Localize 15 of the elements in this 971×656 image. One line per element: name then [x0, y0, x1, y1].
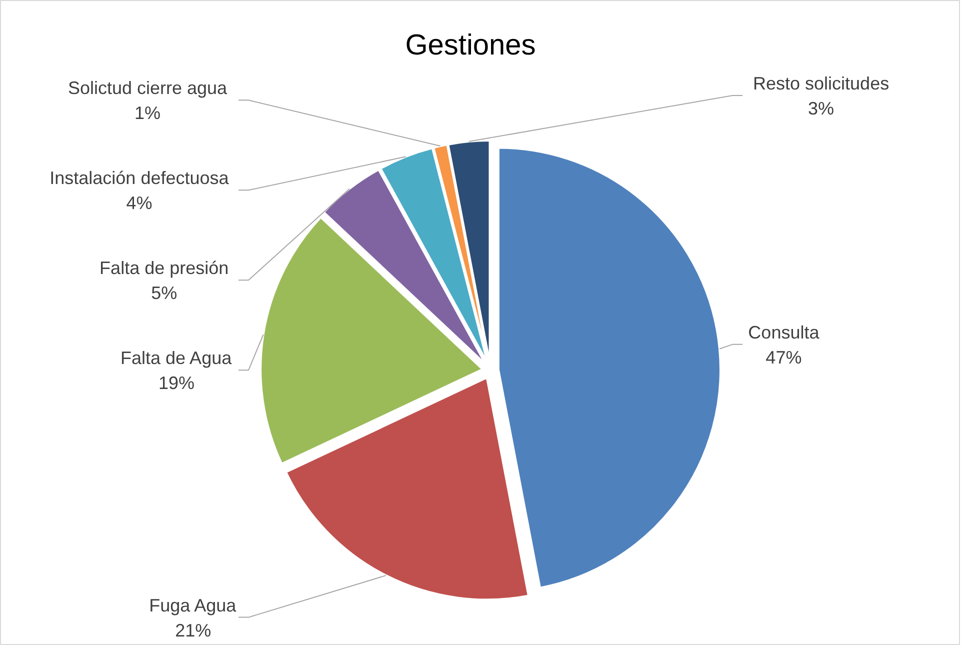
data-label: 5%: [151, 283, 178, 304]
slice-label: Instalación defectuosa: [50, 168, 230, 188]
slice-label: Resto solicitudes: [753, 74, 890, 94]
slice-label: Falta de presión: [100, 258, 229, 278]
data-label: 19%: [158, 373, 195, 394]
data-label: 3%: [808, 98, 834, 118]
slice-label: Fuga Agua: [149, 595, 238, 616]
slice-label: Consulta: [748, 322, 820, 342]
slice-label: Solictud cierre agua: [68, 78, 228, 98]
data-label: 21%: [175, 620, 212, 640]
slice-label: Falta de Agua: [120, 348, 233, 368]
data-label: 1%: [134, 103, 161, 124]
chart-title: Gestiones: [405, 30, 536, 62]
data-label: 4%: [126, 193, 152, 214]
data-label: 47%: [766, 347, 802, 368]
